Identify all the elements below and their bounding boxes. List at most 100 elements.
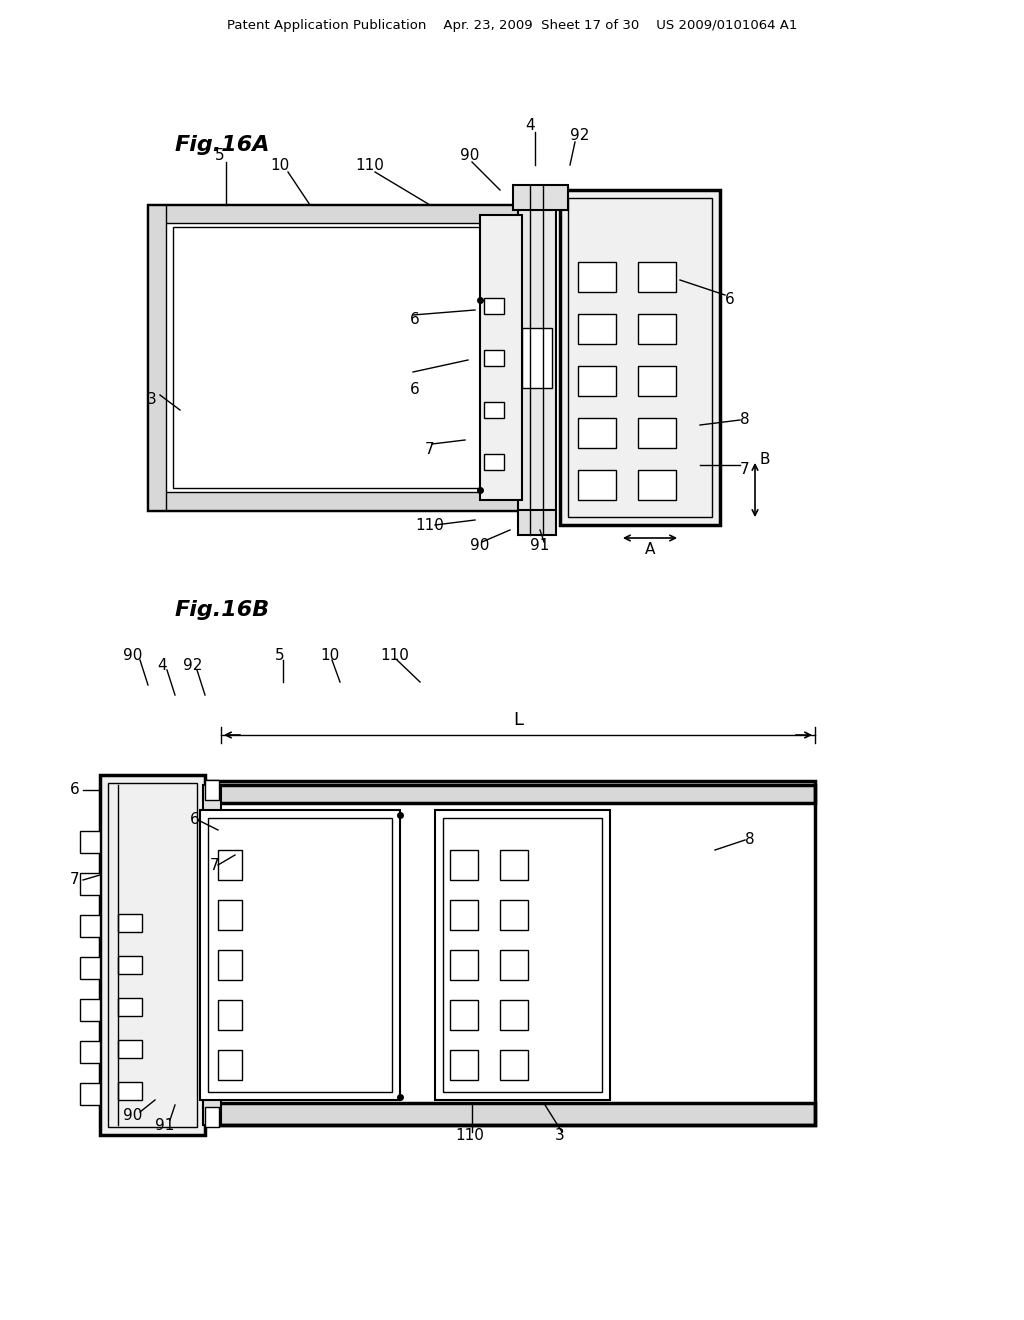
Bar [158, 215, 508, 500]
Text: 91: 91 [530, 537, 550, 553]
Bar [148, 205, 518, 510]
Bar [500, 1049, 528, 1080]
Bar [450, 900, 478, 931]
Bar [195, 781, 815, 803]
Text: 3: 3 [555, 1127, 565, 1143]
Bar [100, 775, 205, 1135]
Bar [205, 780, 219, 800]
Text: 110: 110 [416, 517, 444, 532]
Bar [578, 314, 616, 345]
Text: 110: 110 [355, 157, 384, 173]
Text: 6: 6 [411, 313, 420, 327]
Bar [218, 850, 242, 880]
Bar [638, 366, 676, 396]
Text: 4: 4 [158, 657, 167, 672]
Bar [450, 1049, 478, 1080]
Bar [443, 818, 602, 1092]
Bar [208, 818, 392, 1092]
Bar [118, 1040, 142, 1059]
Bar [148, 205, 518, 223]
Bar [80, 1041, 100, 1063]
Bar [522, 327, 552, 388]
Bar [513, 185, 568, 210]
Bar [480, 215, 522, 500]
Text: 5: 5 [215, 148, 225, 162]
Bar [218, 950, 242, 979]
Bar [173, 227, 493, 488]
Text: 5: 5 [275, 648, 285, 663]
Text: 90: 90 [123, 1107, 142, 1122]
Bar [578, 261, 616, 292]
Text: 4: 4 [525, 117, 535, 132]
Text: 8: 8 [740, 412, 750, 428]
Text: 6: 6 [190, 813, 200, 828]
Bar [203, 785, 221, 1125]
Bar [450, 1001, 478, 1030]
Bar [80, 915, 100, 937]
Bar [205, 1107, 219, 1127]
Bar [638, 314, 676, 345]
Bar [218, 900, 242, 931]
Bar [500, 1001, 528, 1030]
Bar [578, 470, 616, 500]
Bar [484, 403, 504, 418]
Text: 10: 10 [270, 157, 290, 173]
Bar [118, 1082, 142, 1100]
Bar [80, 957, 100, 979]
Bar [80, 832, 100, 853]
Text: B: B [760, 453, 770, 467]
Text: 6: 6 [411, 383, 420, 397]
Bar [500, 900, 528, 931]
Bar [484, 350, 504, 366]
Text: 10: 10 [321, 648, 340, 663]
Text: 7: 7 [740, 462, 750, 478]
Bar [218, 1001, 242, 1030]
Bar [638, 418, 676, 447]
Bar [118, 998, 142, 1016]
Bar [435, 810, 610, 1100]
Bar [118, 913, 142, 932]
Bar [195, 785, 815, 1125]
Bar [578, 418, 616, 447]
Text: 7: 7 [425, 442, 435, 458]
Text: Fig.16A: Fig.16A [175, 135, 270, 154]
Text: 6: 6 [70, 783, 80, 797]
Text: 8: 8 [745, 833, 755, 847]
Text: 90: 90 [461, 148, 479, 162]
Bar [80, 1082, 100, 1105]
Bar [148, 205, 166, 510]
Bar [638, 261, 676, 292]
Text: 3: 3 [147, 392, 157, 408]
Text: 92: 92 [570, 128, 590, 143]
Bar [518, 201, 556, 515]
Text: 91: 91 [156, 1118, 175, 1133]
Bar [80, 999, 100, 1020]
Text: L: L [513, 711, 523, 729]
Text: 6: 6 [725, 293, 735, 308]
Bar [200, 810, 400, 1100]
Bar [568, 198, 712, 517]
Bar [484, 298, 504, 314]
Text: 7: 7 [71, 873, 80, 887]
Bar [484, 454, 504, 470]
Text: 110: 110 [381, 648, 410, 663]
Text: 90: 90 [470, 537, 489, 553]
Bar [195, 1104, 815, 1125]
Bar [108, 783, 197, 1127]
Bar [578, 366, 616, 396]
Bar [560, 190, 720, 525]
Bar [148, 492, 518, 510]
Text: Fig.16B: Fig.16B [175, 601, 270, 620]
Bar [450, 850, 478, 880]
Bar [218, 1049, 242, 1080]
Bar [500, 950, 528, 979]
Text: 110: 110 [456, 1127, 484, 1143]
Text: 7: 7 [210, 858, 220, 873]
Bar [80, 873, 100, 895]
Text: 92: 92 [183, 657, 203, 672]
Bar [118, 956, 142, 974]
Bar [500, 850, 528, 880]
Bar [518, 510, 556, 535]
Text: Patent Application Publication    Apr. 23, 2009  Sheet 17 of 30    US 2009/01010: Patent Application Publication Apr. 23, … [226, 18, 798, 32]
Bar [638, 470, 676, 500]
